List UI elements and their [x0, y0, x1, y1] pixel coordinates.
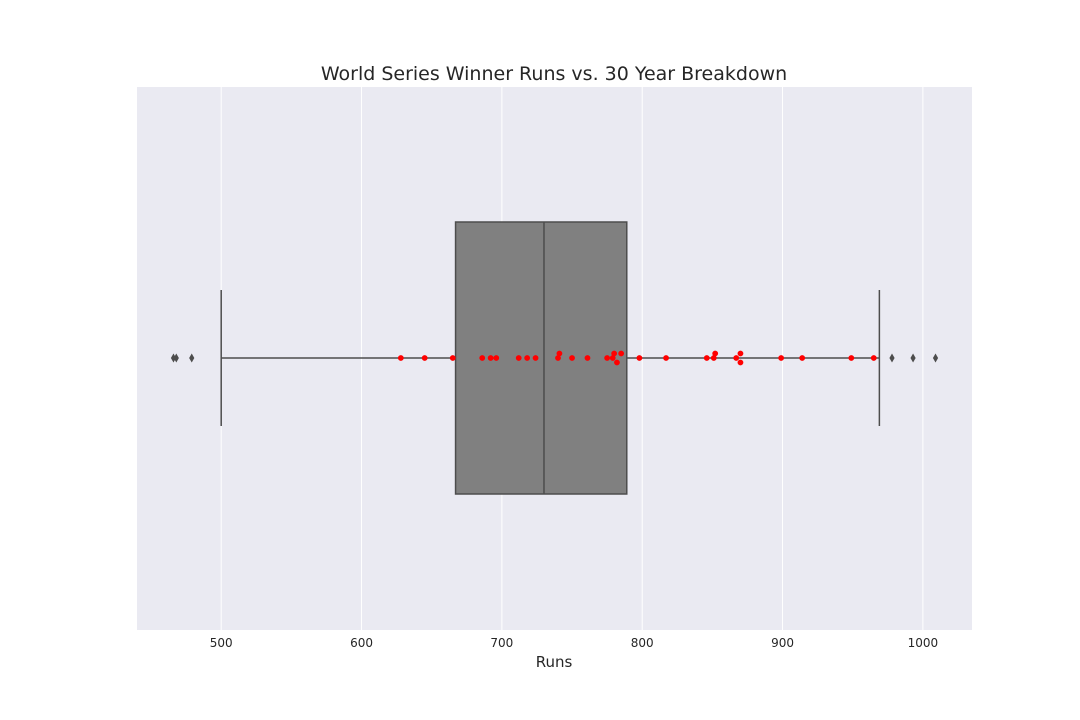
- data-point: [604, 355, 611, 361]
- outlier-marker: [910, 353, 916, 363]
- outlier-marker: [170, 353, 177, 363]
- data-point: [778, 355, 785, 361]
- data-point: [618, 350, 625, 357]
- outlier-marker: [173, 353, 179, 363]
- data-point: [397, 355, 404, 361]
- data-point: [449, 355, 456, 361]
- outlier-marker: [889, 353, 895, 363]
- data-point: [524, 355, 531, 361]
- data-point: [799, 355, 806, 361]
- data-point: [609, 355, 616, 361]
- data-point: [636, 355, 643, 361]
- data-point: [555, 355, 561, 361]
- data-point: [710, 355, 717, 361]
- data-point: [870, 355, 877, 361]
- data-point: [532, 355, 539, 361]
- x-axis-ticks: 500 600 700 800 900 1000: [210, 636, 938, 650]
- data-point: [733, 355, 740, 361]
- chart-title: World Series Winner Runs vs. 30 Year Bre…: [321, 63, 787, 85]
- x-axis-label: Runs: [536, 653, 573, 671]
- data-point: [584, 355, 591, 361]
- data-point: [479, 355, 486, 361]
- x-tick-label-900: 900: [771, 636, 794, 650]
- data-point: [614, 359, 620, 366]
- data-point: [515, 355, 522, 361]
- x-tick-label-1000: 1000: [908, 636, 939, 650]
- data-point: [703, 355, 710, 361]
- data-point: [712, 350, 719, 357]
- x-tick-label-500: 500: [210, 636, 233, 650]
- strip-points: [397, 350, 877, 366]
- data-point: [556, 350, 563, 357]
- outlier-marker: [932, 353, 939, 363]
- outlier-marker: [189, 353, 195, 363]
- data-point: [487, 355, 494, 361]
- x-tick-label-800: 800: [631, 636, 654, 650]
- data-point: [663, 355, 669, 361]
- data-point: [493, 355, 500, 361]
- x-tick-label-600: 600: [350, 636, 373, 650]
- data-point: [421, 355, 428, 361]
- data-point: [848, 355, 855, 361]
- data-point: [611, 350, 618, 357]
- data-point: [737, 359, 744, 366]
- x-tick-label-700: 700: [490, 636, 513, 650]
- data-point: [569, 355, 575, 361]
- data-point: [737, 350, 744, 357]
